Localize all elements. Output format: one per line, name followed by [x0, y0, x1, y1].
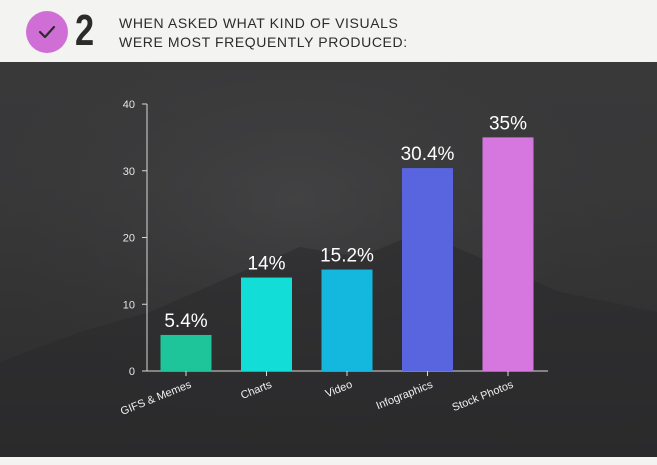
- chart-panel: 0 10 20 30 40 5.4% GIFS & Memes 14% Charts 15.2%…: [0, 62, 657, 457]
- data-label: 35%: [489, 113, 527, 134]
- y-tick-label: 10: [123, 299, 135, 311]
- data-label: 30.4%: [401, 144, 455, 165]
- checkmark-icon: [38, 25, 56, 39]
- y-tick-label: 40: [123, 99, 135, 111]
- question-line-2: WERE MOST FREQUENTLY PRODUCED:: [119, 34, 408, 50]
- bar: [321, 269, 373, 371]
- data-label: 14%: [247, 254, 285, 275]
- bar: [241, 277, 292, 371]
- question-line-1: WHEN ASKED WHAT KIND OF VISUALS: [119, 15, 399, 31]
- bar: [160, 334, 212, 371]
- data-label: 5.4%: [164, 311, 207, 332]
- checkmark-badge: [26, 11, 68, 53]
- bar: [482, 137, 534, 371]
- step-number: 2: [75, 6, 95, 55]
- bar: [402, 168, 453, 371]
- y-tick-label: 30: [123, 166, 135, 178]
- header-banner: 2 WHEN ASKED WHAT KIND OF VISUALS WERE M…: [0, 0, 657, 62]
- data-label: 15.2%: [320, 246, 374, 267]
- y-tick-label: 0: [129, 366, 135, 378]
- bottom-strip: [0, 457, 657, 465]
- y-tick-label: 20: [123, 233, 135, 245]
